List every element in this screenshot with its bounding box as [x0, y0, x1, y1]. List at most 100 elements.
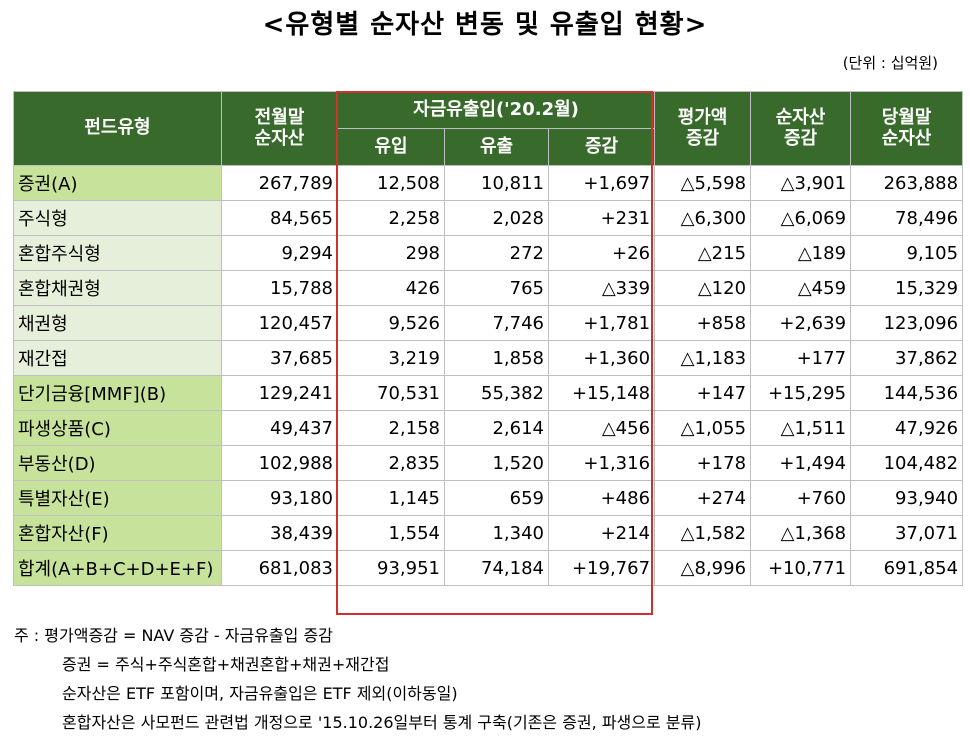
header-outflow: 유출 — [444, 128, 549, 166]
unit-label: (단위 : 십억원) — [842, 54, 938, 72]
row-value: 2,258 — [337, 200, 445, 236]
row-value: 426 — [337, 270, 445, 306]
row-value: 120,457 — [221, 305, 338, 341]
row-value: △120 — [654, 270, 752, 306]
row-value: 144,536 — [850, 375, 964, 411]
row-value: +15,295 — [750, 375, 852, 411]
row-value: △1,368 — [750, 515, 852, 551]
row-value: △215 — [654, 235, 752, 271]
row-value: +1,781 — [547, 305, 656, 341]
table-row: 단기금융[MMF](B) 129,241 70,531 55,382 +15,148 +1… — [13, 375, 964, 411]
row-value: 681,083 — [221, 550, 338, 586]
row-value: 272 — [444, 235, 549, 271]
row-value: +1,494 — [750, 445, 852, 481]
note-line: 순자산은 ETF 포함이며, 자금유출입은 ETF 제외(이하동일) — [62, 684, 458, 703]
row-value: △1,582 — [654, 515, 752, 551]
row-value: 37,685 — [221, 340, 338, 376]
row-value: 37,862 — [850, 340, 964, 376]
table-row: 특별자산(E) 93,180 1,145 659 +486 +274 +760 93,940 — [13, 480, 964, 516]
row-value: △1,055 — [654, 410, 752, 446]
row-value: 1,340 — [444, 515, 549, 551]
row-category: 혼합자산(F) — [13, 515, 222, 551]
row-value: 37,071 — [850, 515, 964, 551]
table-row: 합계(A+B+C+D+E+F) 681,083 93,951 74,184 +19,76… — [13, 550, 964, 586]
header-prev-nav: 전월말 순자산 — [221, 91, 338, 166]
row-category: 특별자산(E) — [13, 480, 222, 516]
row-value: 691,854 — [850, 550, 964, 586]
row-value: 74,184 — [444, 550, 549, 586]
row-value: △456 — [547, 410, 656, 446]
row-value: 9,105 — [850, 235, 964, 271]
row-value: +10,771 — [750, 550, 852, 586]
row-category: 합계(A+B+C+D+E+F) — [13, 550, 222, 586]
note-line: 주 : 평가액증감 = NAV 증감 - 자금유출입 증감 — [14, 626, 333, 645]
header-flow-group: 자금유출입('20.2월) — [336, 91, 656, 129]
row-category: 재간접 — [13, 340, 222, 376]
row-value: 78,496 — [850, 200, 964, 236]
table-row: 재간접 37,685 3,219 1,858 +1,360 △1,183 +177 37,86… — [13, 340, 964, 376]
row-value: +26 — [547, 235, 656, 271]
row-value: +1,316 — [547, 445, 656, 481]
row-category: 주식형 — [13, 200, 222, 236]
row-value: +19,767 — [547, 550, 656, 586]
row-category: 혼합채권형 — [13, 270, 222, 306]
row-value: 93,180 — [221, 480, 338, 516]
row-value: 1,554 — [337, 515, 445, 551]
row-value: 765 — [444, 270, 549, 306]
header-net: 증감 — [547, 128, 656, 166]
row-value: 47,926 — [850, 410, 964, 446]
table-row: 증권(A) 267,789 12,508 10,811 +1,697 △5,598 △3,9… — [13, 165, 964, 201]
table-row: 부동산(D) 102,988 2,835 1,520 +1,316 +178 +1,494 1… — [13, 445, 964, 481]
row-value: 1,520 — [444, 445, 549, 481]
row-value: +1,360 — [547, 340, 656, 376]
row-category: 혼합주식형 — [13, 235, 222, 271]
row-value: 7,746 — [444, 305, 549, 341]
row-value: 123,096 — [850, 305, 964, 341]
row-value: 10,811 — [444, 165, 549, 201]
table-body: 증권(A) 267,789 12,508 10,811 +1,697 △5,598 △3,9… — [13, 165, 964, 586]
row-value: +178 — [654, 445, 752, 481]
row-value: 15,329 — [850, 270, 964, 306]
row-value: 659 — [444, 480, 549, 516]
row-value: △6,069 — [750, 200, 852, 236]
row-value: △189 — [750, 235, 852, 271]
row-value: 129,241 — [221, 375, 338, 411]
row-value: +1,697 — [547, 165, 656, 201]
row-category: 단기금융[MMF](B) — [13, 375, 222, 411]
row-value: △5,598 — [654, 165, 752, 201]
header-current-nav-text: 당월말 순자산 — [881, 106, 932, 149]
row-value: 38,439 — [221, 515, 338, 551]
row-value: 102,988 — [221, 445, 338, 481]
row-value: △1,511 — [750, 410, 852, 446]
row-value: +177 — [750, 340, 852, 376]
row-value: 263,888 — [850, 165, 964, 201]
row-category: 부동산(D) — [13, 445, 222, 481]
row-value: △459 — [750, 270, 852, 306]
row-value: +15,148 — [547, 375, 656, 411]
note-line: 증권 = 주식+주식혼합+채권혼합+채권+재간접 — [62, 655, 390, 674]
row-value: 104,482 — [850, 445, 964, 481]
table-row: 혼합채권형 15,788 426 765 △339 △120 △459 15,329 — [13, 270, 964, 306]
row-value: 1,858 — [444, 340, 549, 376]
header-valuation: 평가액 증감 — [654, 91, 752, 166]
row-value: △3,901 — [750, 165, 852, 201]
row-value: 3,219 — [337, 340, 445, 376]
header-valuation-text: 평가액 증감 — [677, 106, 728, 149]
row-value: +214 — [547, 515, 656, 551]
table-row: 혼합주식형 9,294 298 272 +26 △215 △189 9,105 — [13, 235, 964, 271]
notes: 주 : 평가액증감 = NAV 증감 - 자금유출입 증감 증권 = 주식+주식… — [14, 621, 701, 737]
header-nav-change: 순자산 증감 — [750, 91, 852, 166]
row-value: 55,382 — [444, 375, 549, 411]
row-value: +486 — [547, 480, 656, 516]
table-row: 혼합자산(F) 38,439 1,554 1,340 +214 △1,582 △1,368 3… — [13, 515, 964, 551]
row-value: 15,788 — [221, 270, 338, 306]
header-current-nav: 당월말 순자산 — [850, 91, 964, 166]
row-value: 9,526 — [337, 305, 445, 341]
fund-table: 펀드유형 전월말 순자산 자금유출입('20.2월) 평가액 증감 순자산 증감… — [13, 91, 964, 586]
row-value: 84,565 — [221, 200, 338, 236]
row-value: 1,145 — [337, 480, 445, 516]
row-value: 2,835 — [337, 445, 445, 481]
header-inflow: 유입 — [337, 128, 445, 166]
row-category: 파생상품(C) — [13, 410, 222, 446]
row-value: 49,437 — [221, 410, 338, 446]
